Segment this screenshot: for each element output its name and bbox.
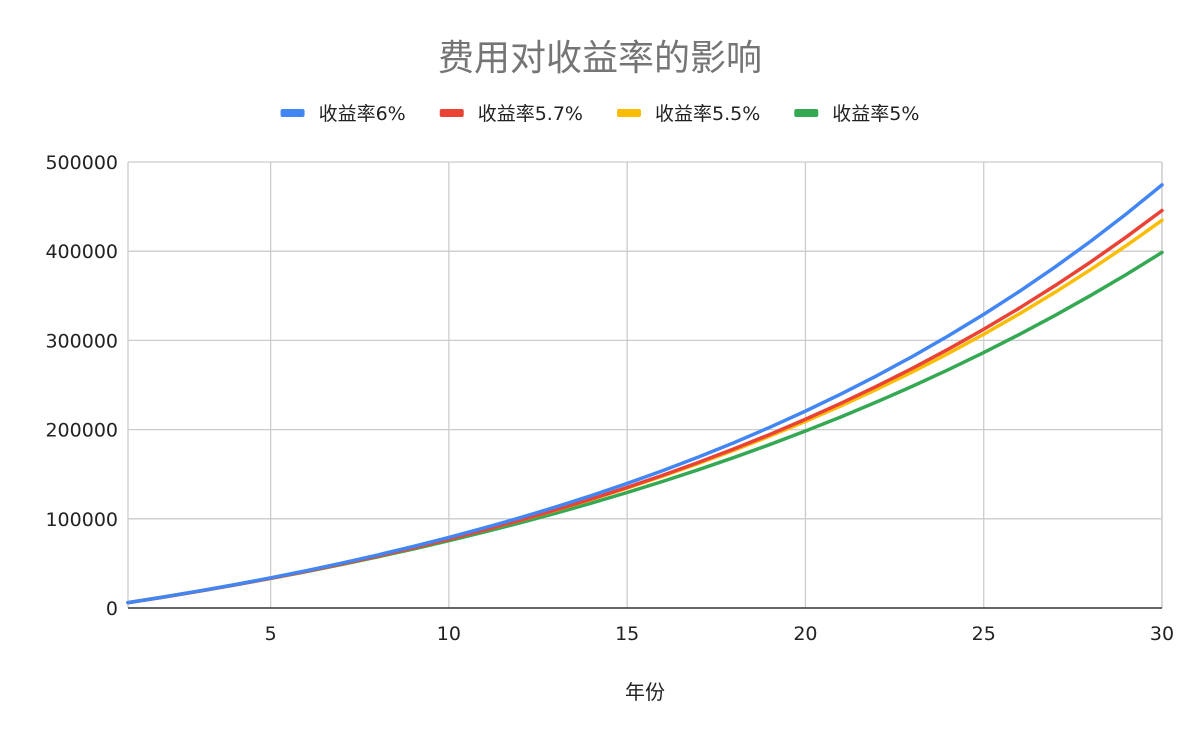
legend-label: 收益率5%	[832, 103, 919, 125]
legend-item: 收益率5.5%	[617, 103, 760, 125]
legend: 收益率6% 收益率5.7% 收益率5.5% 收益率5%	[280, 103, 919, 125]
grid	[127, 161, 1163, 608]
x-axis-ticks: 5 10 15 20 25 30	[265, 623, 1175, 645]
legend-label: 收益率5.5%	[655, 103, 760, 125]
x-tick-label: 5	[265, 623, 277, 645]
legend-swatch	[794, 109, 819, 117]
legend-label: 收益率5.7%	[478, 103, 583, 125]
x-axis-title: 年份	[625, 680, 665, 704]
y-tick-label: 0	[106, 598, 118, 620]
x-tick-label: 25	[972, 623, 996, 645]
y-tick-label: 400000	[45, 241, 118, 263]
series-line	[126, 183, 1164, 605]
series-line	[126, 250, 1164, 605]
legend-item: 收益率5%	[794, 103, 919, 125]
legend-label: 收益率6%	[319, 103, 406, 125]
x-tick-label: 15	[615, 623, 639, 645]
x-tick-label: 20	[793, 623, 817, 645]
x-tick-label: 10	[437, 623, 461, 645]
chart-title: 费用对收益率的影响	[438, 38, 762, 79]
legend-item: 收益率6%	[280, 103, 406, 125]
x-tick-label: 30	[1150, 623, 1174, 645]
series-line	[126, 208, 1164, 605]
y-tick-label: 500000	[45, 152, 118, 174]
y-axis-ticks: 0 100000 200000 300000 400000 500000	[45, 152, 118, 620]
legend-swatch	[280, 109, 305, 117]
legend-item: 收益率5.7%	[439, 103, 583, 125]
y-tick-label: 300000	[45, 330, 118, 352]
series-line	[126, 218, 1164, 605]
y-tick-label: 100000	[45, 509, 118, 531]
series-lines	[126, 183, 1164, 609]
legend-swatch	[439, 109, 464, 117]
y-tick-label: 200000	[45, 420, 118, 442]
legend-swatch	[617, 109, 641, 117]
